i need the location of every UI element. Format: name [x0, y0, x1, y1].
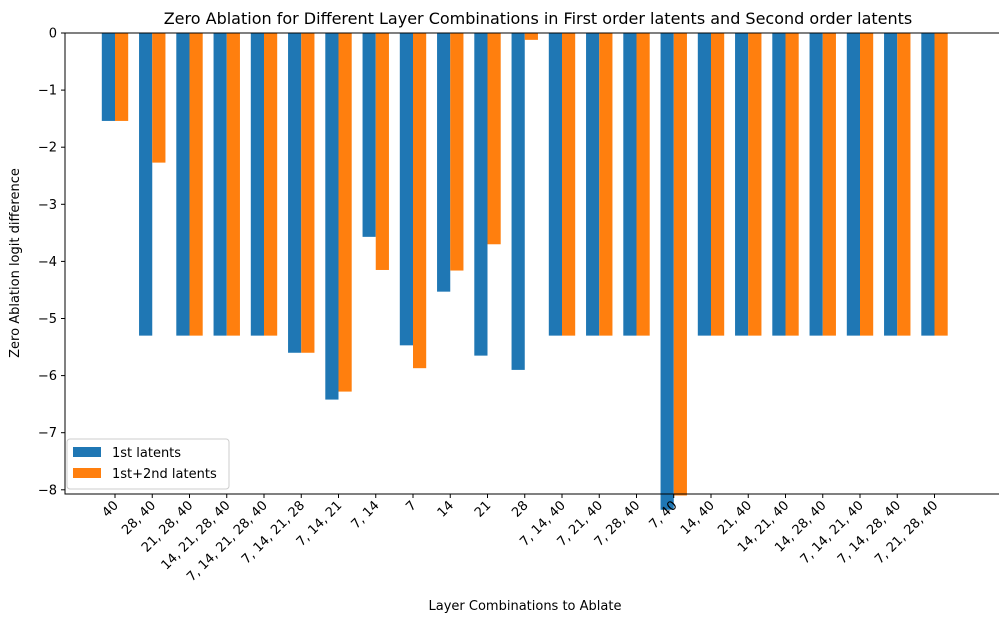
- bar-series-2-22: [934, 33, 948, 336]
- bar-series-1-22: [921, 33, 935, 336]
- bar-series-2-12: [562, 33, 576, 336]
- y-tick-label: −4: [38, 255, 57, 270]
- bar-series-1-1: [139, 33, 153, 336]
- legend-label-1st-2nd-latents: 1st+2nd latents: [112, 467, 217, 482]
- x-tick-label: 7, 14: [349, 498, 383, 532]
- bar-series-1-17: [735, 33, 749, 336]
- x-tick-label: 40: [100, 498, 122, 520]
- bar-series-2-19: [822, 33, 836, 336]
- bar-series-1-3: [213, 33, 227, 336]
- legend-frame: [66, 438, 230, 490]
- bar-series-2-21: [897, 33, 911, 336]
- bar-series-1-11: [511, 33, 525, 370]
- bar-series-2-18: [785, 33, 799, 336]
- bar-series-1-16: [697, 33, 711, 336]
- legend-swatch-1st-latents: [73, 447, 101, 457]
- bar-series-2-3: [226, 33, 240, 336]
- bar-series-1-15: [660, 33, 674, 510]
- bar-series-1-21: [884, 33, 898, 336]
- bar-series-1-13: [586, 33, 600, 336]
- bar-series-1-18: [772, 33, 786, 336]
- bar-series-2-10: [487, 33, 501, 245]
- y-tick-label: −8: [38, 483, 57, 498]
- bar-series-2-14: [636, 33, 650, 336]
- bar-series-2-20: [860, 33, 874, 336]
- x-tick-label: 14, 40: [678, 498, 718, 538]
- bar-series-2-8: [413, 33, 427, 369]
- bar-series-2-17: [748, 33, 762, 336]
- bar-series-1-2: [176, 33, 190, 336]
- bar-series-1-20: [846, 33, 860, 336]
- y-tick-label: −1: [38, 84, 57, 99]
- bar-series-1-12: [548, 33, 562, 336]
- y-tick-label: −2: [38, 141, 57, 156]
- bar-series-1-19: [809, 33, 823, 336]
- bar-series-2-7: [375, 33, 389, 270]
- bar-series-2-6: [338, 33, 352, 392]
- y-tick-label: −5: [38, 312, 57, 327]
- x-tick-label: 7, 40: [647, 498, 681, 532]
- bar-series-1-5: [288, 33, 302, 353]
- x-tick-label: 28: [509, 498, 531, 520]
- bar-series-1-8: [399, 33, 413, 346]
- legend-swatch-1st-2nd-latents: [73, 468, 101, 478]
- chart-title: Zero Ablation for Different Layer Combin…: [164, 9, 913, 28]
- bar-series-2-0: [115, 33, 129, 121]
- y-axis-label: Zero Ablation logit difference: [8, 168, 23, 358]
- y-axis: 0 −1 −2 −3 −4 −5 −6 −7 −8: [38, 27, 65, 498]
- bars-group: [101, 33, 948, 510]
- bar-series-2-16: [711, 33, 725, 336]
- bar-series-2-4: [264, 33, 278, 336]
- bar-series-2-15: [673, 33, 687, 496]
- legend: 1st latents 1st+2nd latents: [66, 438, 230, 490]
- x-tick-label: 21: [472, 498, 494, 520]
- bar-series-1-9: [437, 33, 451, 292]
- bar-series-1-14: [623, 33, 637, 336]
- y-tick-label: −7: [38, 426, 57, 441]
- bar-series-2-9: [450, 33, 464, 271]
- y-tick-label: −3: [38, 198, 57, 213]
- bar-series-2-5: [301, 33, 315, 353]
- bar-series-1-4: [250, 33, 264, 336]
- bar-series-2-1: [152, 33, 166, 163]
- bar-series-1-10: [474, 33, 488, 356]
- bar-series-2-11: [524, 33, 538, 40]
- bar-series-1-6: [325, 33, 339, 400]
- x-tick-label: 14: [435, 498, 457, 520]
- bar-series-2-13: [599, 33, 613, 336]
- x-axis-label: Layer Combinations to Ablate: [429, 599, 622, 614]
- bar-series-1-7: [362, 33, 376, 237]
- y-tick-label: 0: [49, 27, 57, 42]
- bar-series-2-2: [189, 33, 203, 336]
- plot-frame: [64, 32, 999, 495]
- bar-series-1-0: [101, 33, 115, 121]
- legend-label-1st-latents: 1st latents: [112, 446, 181, 461]
- x-tick-label: 7: [403, 498, 419, 514]
- y-tick-label: −6: [38, 369, 57, 384]
